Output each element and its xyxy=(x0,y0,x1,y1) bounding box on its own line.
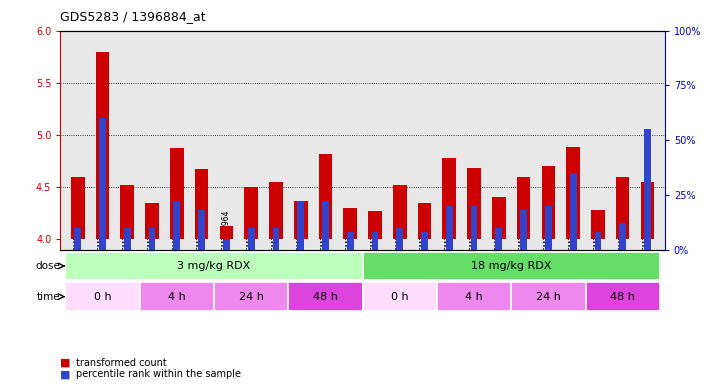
Bar xyxy=(570,173,577,250)
Bar xyxy=(567,147,580,239)
Text: 4 h: 4 h xyxy=(465,291,483,302)
Bar xyxy=(297,202,304,250)
Text: 0 h: 0 h xyxy=(391,291,409,302)
Bar xyxy=(467,168,481,239)
Bar xyxy=(437,282,511,311)
Bar xyxy=(363,252,660,280)
Bar xyxy=(542,166,555,239)
Bar xyxy=(421,232,428,250)
Bar xyxy=(75,228,81,250)
Bar xyxy=(343,208,357,239)
Bar xyxy=(492,197,506,239)
Bar xyxy=(545,206,552,250)
Bar xyxy=(520,210,527,250)
Bar xyxy=(71,177,85,239)
Bar xyxy=(288,282,363,311)
Bar xyxy=(124,228,131,250)
Bar xyxy=(322,202,329,250)
Bar xyxy=(418,203,432,239)
Bar xyxy=(247,228,255,250)
Text: ■: ■ xyxy=(60,358,71,368)
Bar xyxy=(294,200,307,239)
Text: 48 h: 48 h xyxy=(313,291,338,302)
Bar xyxy=(442,158,456,239)
Bar xyxy=(65,252,363,280)
Bar xyxy=(149,228,156,250)
Bar xyxy=(319,154,332,239)
Bar xyxy=(372,232,378,250)
Bar xyxy=(145,203,159,239)
Text: 24 h: 24 h xyxy=(536,291,561,302)
Bar xyxy=(363,282,437,311)
Bar xyxy=(272,228,279,250)
Bar xyxy=(214,282,288,311)
Bar xyxy=(393,185,407,239)
Text: time: time xyxy=(37,291,60,302)
Bar xyxy=(619,223,626,250)
Bar xyxy=(139,282,214,311)
Bar xyxy=(220,226,233,239)
Bar xyxy=(586,282,660,311)
Bar xyxy=(446,206,453,250)
Text: 0 h: 0 h xyxy=(94,291,112,302)
Bar xyxy=(471,206,478,250)
Bar xyxy=(269,182,283,239)
Bar xyxy=(223,239,230,250)
Bar xyxy=(65,282,139,311)
Text: percentile rank within the sample: percentile rank within the sample xyxy=(76,369,241,379)
Bar xyxy=(96,51,109,239)
Bar xyxy=(641,182,654,239)
Bar xyxy=(591,210,605,239)
Text: transformed count: transformed count xyxy=(76,358,167,368)
Text: 24 h: 24 h xyxy=(239,291,264,302)
Bar xyxy=(594,232,602,250)
Bar xyxy=(644,129,651,250)
Text: 3 mg/kg RDX: 3 mg/kg RDX xyxy=(177,261,250,271)
Bar xyxy=(245,187,258,239)
Bar xyxy=(517,177,530,239)
Bar xyxy=(347,232,353,250)
Bar xyxy=(99,118,106,250)
Bar xyxy=(396,228,403,250)
Text: GDS5283 / 1396884_at: GDS5283 / 1396884_at xyxy=(60,10,206,23)
Text: dose: dose xyxy=(36,261,60,271)
Bar xyxy=(198,210,205,250)
Bar xyxy=(173,202,181,250)
Bar xyxy=(195,169,208,239)
Bar xyxy=(616,177,629,239)
Bar xyxy=(170,149,183,239)
Bar xyxy=(511,282,586,311)
Bar xyxy=(120,185,134,239)
Text: 4 h: 4 h xyxy=(168,291,186,302)
Bar xyxy=(496,228,502,250)
Text: ■: ■ xyxy=(60,369,71,379)
Bar xyxy=(368,211,382,239)
Text: 48 h: 48 h xyxy=(610,291,635,302)
Text: 18 mg/kg RDX: 18 mg/kg RDX xyxy=(471,261,552,271)
